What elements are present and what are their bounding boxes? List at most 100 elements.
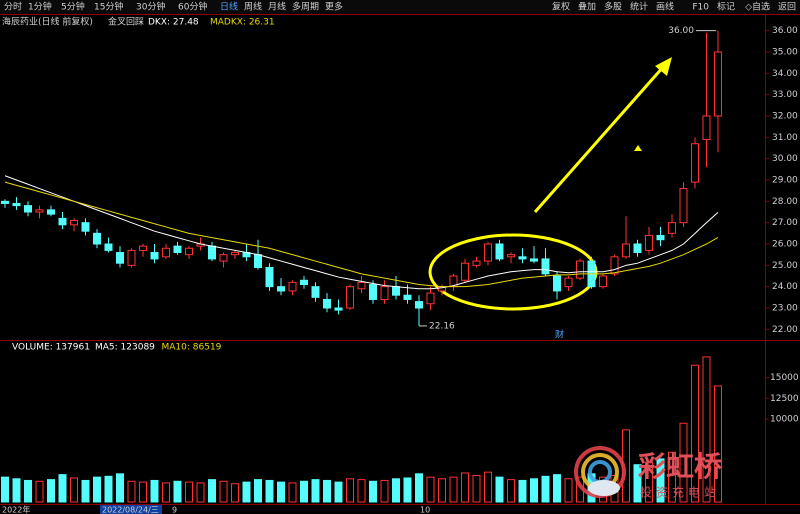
toolbar: [0, 0, 800, 14]
volume-bar: [334, 481, 343, 503]
candle-body: [58, 217, 67, 226]
toolbar-button[interactable]: ◇自选: [745, 1, 770, 13]
y-tick-label: 24.00: [772, 282, 798, 292]
watermark-logo: [574, 446, 626, 498]
candle-body: [265, 266, 274, 288]
toolbar-tab[interactable]: 周线: [244, 1, 262, 13]
volume-bar: [553, 474, 561, 503]
toolbar-button[interactable]: 统计: [630, 1, 648, 13]
y-tick-label: 22.00: [772, 325, 798, 335]
toolbar-tab[interactable]: 日线: [220, 1, 238, 13]
volume-bar: [127, 480, 136, 503]
candle-body: [219, 254, 228, 262]
toolbar-tab[interactable]: 15分钟: [94, 1, 123, 13]
toolbar-button[interactable]: 复权: [552, 1, 570, 13]
candle-body: [70, 220, 78, 226]
candle-body: [495, 243, 504, 260]
toolbar-button[interactable]: 返回: [778, 1, 796, 13]
watermark-cloud: [588, 480, 620, 496]
candle-body: [35, 209, 44, 213]
toolbar-button[interactable]: 叠加: [578, 2, 596, 13]
legend-entry: MADKX: 26.31: [210, 18, 275, 28]
toolbar-button[interactable]: F10: [692, 3, 709, 13]
toolbar-tab[interactable]: 更多: [325, 1, 343, 13]
volume-bar: [47, 479, 55, 503]
volume-bar: [323, 479, 331, 503]
volume-bar: [81, 479, 90, 503]
candle-body: [691, 143, 699, 183]
volume-bar: [104, 475, 113, 503]
volume-bar: [714, 385, 722, 503]
candle-body: [633, 243, 642, 254]
volume-bar: [346, 478, 354, 503]
volume-bar: [426, 476, 435, 503]
toolbar-tab[interactable]: 5分钟: [61, 1, 85, 13]
candle-body: [564, 277, 573, 288]
y-tick-label: 29.00: [772, 176, 798, 186]
event-marker: 财: [555, 329, 564, 341]
toolbar-button[interactable]: 画线: [656, 1, 674, 13]
volume-bar: [242, 481, 251, 503]
toolbar-tab[interactable]: 30分钟: [136, 1, 165, 13]
volume-bar: [472, 474, 481, 503]
candle-body: [277, 286, 285, 292]
watermark: 彩虹桥 投资充电站: [574, 446, 722, 500]
watermark-title: 彩虹桥: [638, 450, 722, 483]
toolbar-button[interactable]: 标记: [717, 1, 735, 13]
candle-body: [426, 292, 435, 305]
y-tick-label: 30.00: [772, 154, 798, 164]
candle-body: [714, 51, 722, 117]
candle-body: [311, 286, 320, 298]
y-tick-label: 35.00: [772, 48, 798, 58]
arrow-head: [655, 57, 672, 76]
volume-bar: [185, 481, 193, 503]
volume-bar: [518, 479, 527, 503]
date-cursor: [100, 505, 162, 514]
candle-body: [518, 256, 527, 260]
y-tick-label: 10000: [770, 415, 799, 425]
toolbar-tab[interactable]: 分时: [4, 1, 22, 13]
watermark-subtitle: 投资充电站: [640, 485, 720, 500]
toolbar-tab[interactable]: 60分钟: [178, 1, 207, 13]
chart-title: 海辰药业(日线 前复权): [2, 16, 93, 28]
volume-bar: [35, 480, 44, 503]
volume-bar: [461, 472, 469, 503]
candle-body: [1, 200, 9, 204]
legend-entry: VOLUME: 137961: [12, 343, 90, 353]
volume-bar: [369, 480, 377, 503]
x-label: 2022年: [2, 505, 30, 514]
candle-body: [599, 275, 607, 288]
toolbar-button[interactable]: 多股: [604, 1, 622, 13]
indicator-line: [4, 175, 719, 290]
candle-body: [622, 243, 630, 258]
volume-bar: [541, 475, 550, 503]
toolbar-tab[interactable]: 多周期: [292, 1, 319, 13]
volume-bar: [116, 473, 124, 503]
candle-body: [185, 247, 193, 256]
candle-body: [173, 245, 182, 254]
y-tick-label: 26.00: [772, 240, 798, 250]
volume-bar: [277, 481, 285, 503]
candle-body: [484, 243, 492, 262]
candle-body: [346, 286, 354, 309]
volume-bar: [173, 480, 182, 503]
volume-bar: [300, 480, 308, 503]
candle-body: [380, 286, 389, 300]
marker: [634, 145, 642, 151]
candle-body: [461, 262, 469, 281]
candle-body: [702, 115, 711, 140]
legend-entry: MA10: 86519: [162, 343, 222, 353]
candle-body: [472, 260, 481, 266]
toolbar-tab[interactable]: 月线: [268, 1, 286, 13]
toolbar-tab[interactable]: 1分钟: [28, 1, 52, 13]
volume-bar: [495, 476, 504, 503]
candle-body: [392, 286, 400, 296]
volume-bar: [392, 478, 400, 503]
candle-body: [12, 202, 21, 207]
volume-bar: [530, 478, 538, 503]
x-label: 2022/08/24/三: [102, 506, 159, 514]
volume-bar: [415, 473, 423, 503]
indicator-name: 金叉回踩: [108, 16, 144, 28]
volume-bar: [357, 479, 366, 503]
